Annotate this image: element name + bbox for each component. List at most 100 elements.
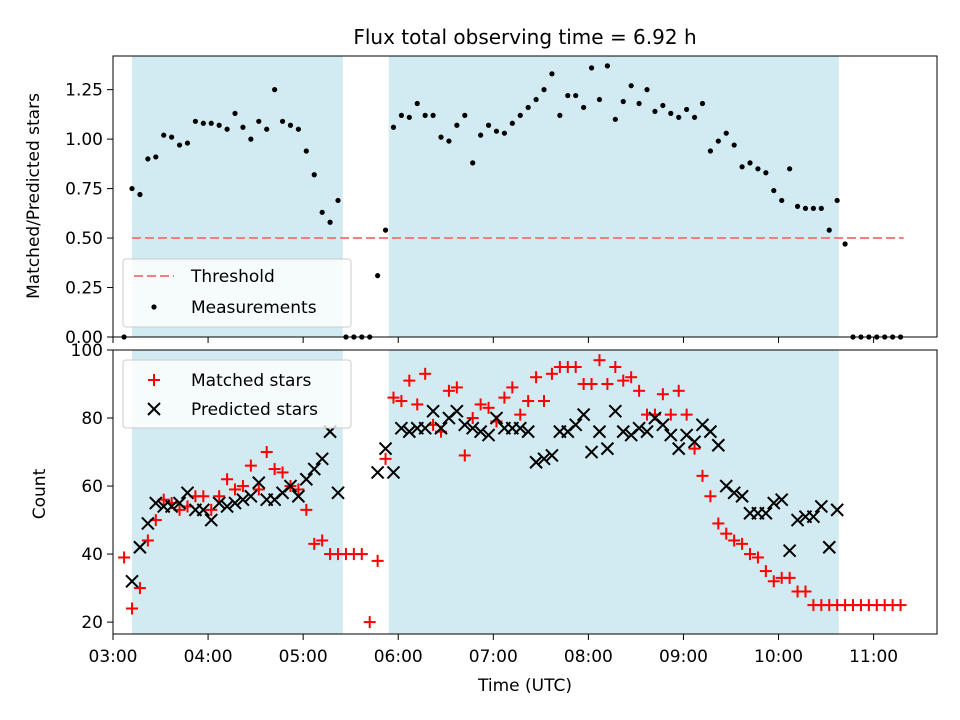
matched-point — [252, 483, 265, 496]
measurement-point — [699, 100, 706, 107]
y-tick-label: 0.50 — [65, 229, 103, 249]
bottom-y-ticks: 20 40 60 80 100 — [71, 341, 113, 633]
matched-point — [799, 585, 812, 598]
predicted-point — [703, 424, 718, 439]
measurement-point — [691, 114, 698, 120]
measurement-point — [533, 96, 539, 103]
matched-point — [609, 361, 622, 374]
predicted-point — [537, 452, 551, 466]
matched-point — [387, 391, 400, 404]
predicted-point — [299, 472, 314, 486]
measurement-point — [763, 170, 769, 176]
predicted-point — [418, 421, 432, 435]
matched-point — [656, 388, 669, 401]
predicted-point — [576, 407, 591, 422]
predicted-point — [220, 499, 234, 514]
measurement-point — [509, 120, 515, 126]
predicted-point — [600, 441, 615, 456]
y-tick-label: 20 — [81, 613, 103, 633]
predicted-point — [331, 486, 345, 500]
matched-point — [363, 616, 376, 629]
predicted-point — [473, 424, 488, 439]
measurement-point — [684, 106, 690, 113]
measurement-point — [660, 102, 666, 109]
top-panel-frame — [112, 55, 938, 338]
predicted-point — [830, 503, 844, 517]
predicted-point — [521, 424, 535, 439]
measurement-point — [272, 87, 278, 93]
bottom-y-axis-label: Count — [30, 468, 50, 519]
predicted-point — [204, 513, 218, 527]
predicted-point — [806, 509, 821, 524]
measurement-point — [327, 219, 333, 225]
matched-point — [355, 548, 368, 561]
y-tick-label: 0.75 — [65, 180, 103, 200]
predicted-point — [450, 404, 464, 418]
predicted-point — [616, 424, 630, 439]
bottom-legend: Matched stars Predicted stars — [122, 359, 352, 429]
measurement-point — [612, 116, 618, 122]
measurement-point — [573, 92, 579, 99]
x-tick-label: 03:00 — [89, 647, 138, 667]
predicted-point — [394, 421, 409, 435]
predicted-point — [584, 445, 599, 459]
measurement-point — [462, 112, 468, 118]
bottom-legend-box — [122, 359, 352, 429]
measurement-point — [747, 160, 753, 166]
matched-point — [197, 490, 210, 503]
measurement-point — [446, 138, 452, 144]
x-tick-label: 09:00 — [659, 647, 708, 667]
measurement-point — [438, 134, 444, 140]
measurement-point — [596, 96, 603, 103]
predicted-point — [632, 421, 646, 435]
matched-point — [506, 381, 519, 394]
measurements-points — [121, 63, 904, 340]
measurement-point — [652, 108, 658, 115]
matched-point — [744, 548, 757, 561]
x-tick-label: 10:00 — [754, 647, 803, 667]
measurement-point — [588, 65, 595, 71]
matched-point — [514, 408, 527, 421]
y-tick-label: 60 — [81, 477, 103, 497]
matched-point — [133, 582, 146, 595]
matched-point — [569, 361, 582, 374]
bottom-panel: 20 40 60 80 100 03:00 04:00 05:00 06:00 07:00 08:… — [30, 341, 938, 696]
measurement-point — [200, 120, 206, 126]
measurement-point — [755, 166, 761, 172]
predicted-point — [687, 435, 702, 449]
measurement-point — [240, 124, 246, 130]
matched-point — [482, 401, 495, 414]
measurement-point — [256, 118, 262, 124]
matched-point — [712, 517, 725, 530]
matched-point — [633, 384, 646, 397]
matched-point — [379, 452, 392, 465]
measurement-point — [208, 120, 214, 126]
y-tick-label: 100 — [71, 341, 103, 361]
predicted-point — [608, 404, 623, 418]
predicted-point — [236, 492, 250, 507]
measurement-point — [620, 98, 626, 105]
measurement-point — [176, 142, 183, 148]
predicted-point — [402, 424, 417, 439]
x-tick-label: 05:00 — [279, 647, 328, 667]
predicted-point — [711, 438, 726, 452]
predicted-point — [125, 574, 139, 588]
matched-legend-swatch — [148, 374, 160, 386]
measurement-point — [707, 148, 714, 154]
predicted-point — [489, 411, 504, 425]
predicted-point — [378, 441, 393, 456]
matched-point — [450, 381, 463, 394]
predicted-point — [672, 441, 686, 456]
measurement-point — [818, 205, 824, 211]
measurement-point — [406, 114, 412, 120]
predicted-point — [172, 496, 187, 510]
predicted-point — [252, 475, 266, 490]
measurement-point — [224, 126, 230, 132]
predicted-point — [141, 516, 155, 531]
x-tick-label: 06:00 — [374, 647, 423, 667]
matched-point — [625, 371, 638, 384]
measurement-point — [834, 197, 840, 204]
threshold-legend-label: Threshold — [190, 267, 275, 287]
matched-point — [728, 534, 741, 547]
measurement-point — [470, 160, 476, 166]
